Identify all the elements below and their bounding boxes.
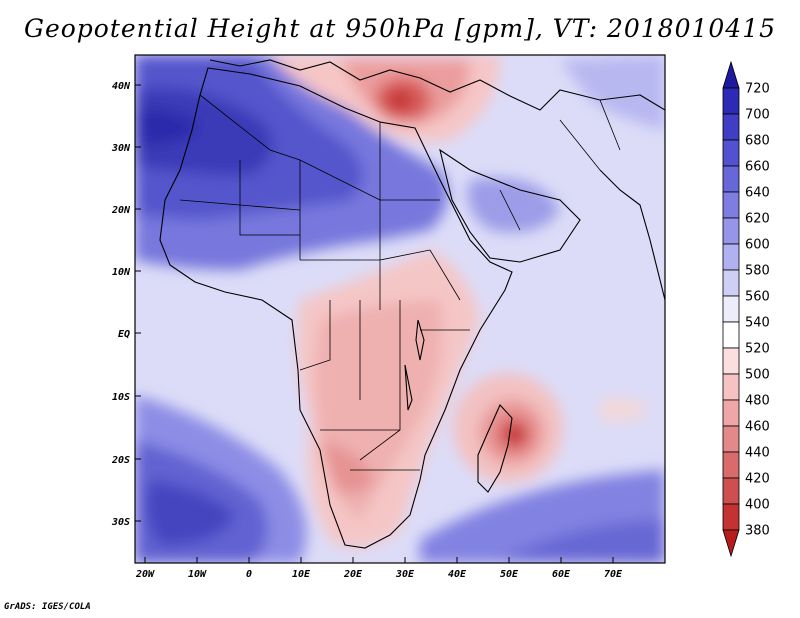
colorbar-segment bbox=[722, 451, 740, 479]
colorbar-segment bbox=[722, 113, 740, 141]
colorbar-label: 680 bbox=[745, 134, 770, 149]
colorbar-segment bbox=[722, 269, 740, 297]
lon-label-40e: 40E bbox=[448, 569, 467, 580]
colorbar-segment bbox=[722, 399, 740, 427]
colorbar-segment bbox=[722, 373, 740, 401]
colorbar-label: 620 bbox=[745, 212, 770, 227]
lat-label-10s: 10S bbox=[112, 392, 130, 403]
colorbar-label: 720 bbox=[745, 82, 770, 97]
lat-label-30n: 30N bbox=[111, 143, 131, 154]
madagascar-coastline bbox=[477, 404, 513, 493]
lon-label-50e: 50E bbox=[500, 569, 519, 580]
lat-label-30s: 30S bbox=[111, 517, 130, 528]
lon-label-10e: 10E bbox=[292, 569, 311, 580]
colorbar-segment bbox=[722, 217, 740, 245]
lat-label-40n: 40N bbox=[112, 81, 131, 92]
colorbar-label: 600 bbox=[745, 238, 770, 253]
colorbar-label: 440 bbox=[745, 446, 770, 461]
lon-label-20e: 20E bbox=[343, 569, 363, 580]
grads-credit: GrADS: IGES/COLA bbox=[4, 602, 91, 612]
great-lakes bbox=[404, 319, 425, 411]
colorbar-label: 380 bbox=[745, 524, 770, 539]
colorbar: 720 700 680 660 640 620 600 580 560 540 520 500 480 4… bbox=[722, 60, 770, 558]
country-borders bbox=[179, 94, 621, 471]
india-coastline bbox=[599, 169, 665, 301]
lat-label-eq: EQ bbox=[118, 329, 130, 340]
colorbar-label: 540 bbox=[745, 316, 770, 331]
map-frame bbox=[134, 54, 666, 564]
colorbar-segment bbox=[722, 87, 740, 115]
axis-ticks bbox=[135, 84, 614, 563]
coastlines bbox=[159, 59, 665, 549]
colorbar-label: 640 bbox=[745, 186, 770, 201]
africa-coastline bbox=[159, 67, 513, 549]
lon-label-20w: 20W bbox=[135, 569, 155, 580]
europe-coastline bbox=[209, 59, 665, 111]
colorbar-segment bbox=[722, 347, 740, 375]
colorbar-segment bbox=[722, 165, 740, 193]
colorbar-segment bbox=[722, 503, 740, 531]
lon-label-60e: 60E bbox=[552, 569, 571, 580]
colorbar-segment bbox=[722, 321, 740, 349]
colorbar-label: 460 bbox=[745, 420, 770, 435]
lat-label-20s: 20S bbox=[111, 455, 130, 466]
colorbar-segment bbox=[722, 425, 740, 453]
colorbar-segment bbox=[722, 139, 740, 167]
colorbar-top-arrow bbox=[722, 60, 740, 89]
colorbar-label: 420 bbox=[745, 472, 770, 487]
colorbar-segment bbox=[722, 191, 740, 219]
lat-label-10n: 10N bbox=[112, 267, 131, 278]
lat-label-20n: 20N bbox=[111, 205, 131, 216]
map-title: Geopotential Height at 950hPa [gpm], VT:… bbox=[23, 14, 777, 43]
colorbar-label: 500 bbox=[745, 368, 770, 383]
colorbar-label: 560 bbox=[745, 290, 770, 305]
lon-label-10w: 10W bbox=[188, 569, 207, 580]
colorbar-label: 520 bbox=[745, 342, 770, 357]
colorbar-label: 700 bbox=[745, 108, 770, 123]
colorbar-segment bbox=[722, 243, 740, 271]
colorbar-bottom-arrow bbox=[722, 529, 740, 558]
lon-label-30e: 30E bbox=[395, 569, 415, 580]
lon-label-70e: 70E bbox=[604, 569, 623, 580]
colorbar-label: 480 bbox=[745, 394, 770, 409]
colorbar-segment bbox=[722, 295, 740, 323]
lon-label-0: 0 bbox=[246, 569, 252, 580]
colorbar-label: 660 bbox=[745, 160, 770, 175]
colorbar-label: 580 bbox=[745, 264, 770, 279]
colorbar-segment bbox=[722, 477, 740, 505]
colorbar-label: 400 bbox=[745, 498, 770, 513]
arabia-coastline bbox=[439, 148, 581, 263]
